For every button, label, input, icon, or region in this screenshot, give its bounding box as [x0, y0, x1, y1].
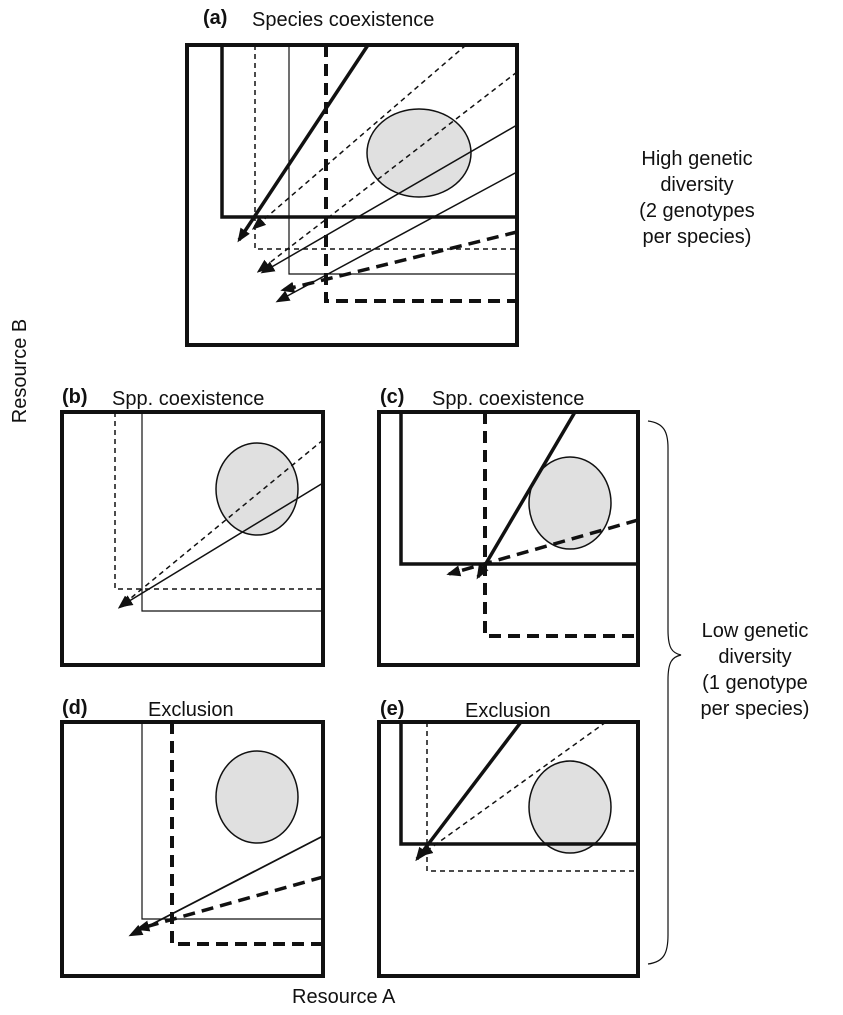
- panel-a-title: Species coexistence: [252, 9, 435, 31]
- panel-e: [377, 720, 640, 978]
- panel-b-vector-thin-solid: [118, 482, 324, 608]
- panel-b-title: Spp. coexistence: [112, 388, 265, 410]
- panel-a-zngi-thin-solid: [288, 45, 517, 275]
- panel-c: [377, 410, 640, 667]
- panel-a-vector-thin-solid-2: [275, 171, 518, 303]
- panel-e-zngi-thin-dashed: [426, 722, 638, 872]
- panel-d-supply-ellipse: [215, 750, 299, 844]
- high-diversity-label: High genetic diversity (2 genotypes per …: [622, 146, 772, 250]
- panel-a-zngi-thin-dashed: [254, 45, 517, 250]
- panel-e-tag: (e): [380, 698, 405, 720]
- x-axis-label: Resource A: [292, 986, 396, 1008]
- panel-b-vector-thin-dashed: [117, 439, 324, 609]
- panel-c-tag: (c): [380, 386, 405, 408]
- low-diversity-line-4: per species): [700, 698, 810, 720]
- panel-a-supply-ellipse: [366, 108, 472, 198]
- panel-e-title: Exclusion: [465, 700, 551, 722]
- panel-e-supply-ellipse: [528, 760, 612, 854]
- panel-d: [60, 720, 325, 978]
- panel-c-vector-thick-dashed: [446, 518, 639, 577]
- panel-a-vector-thin-dashed-2: [256, 71, 518, 273]
- low-diversity-line-2: diversity: [718, 646, 792, 668]
- panel-a-vector-thick-dashed: [280, 230, 518, 293]
- panel-e-vector-thick-solid: [415, 720, 523, 862]
- panel-d-vector-thin-solid: [128, 835, 324, 937]
- panel-a-vector-thick-solid: [237, 44, 370, 243]
- panel-a: [185, 43, 519, 347]
- panel-d-tag: (d): [62, 697, 88, 719]
- panel-b-supply-ellipse: [215, 442, 299, 536]
- panel-b-zngi-thin-dashed: [114, 412, 323, 590]
- panel-d-zngi-thin-solid: [141, 722, 323, 920]
- panel-c-zngi-thick-solid: [399, 412, 638, 566]
- panel-a-frame: [185, 43, 519, 347]
- panel-a-vector-thin-dashed-1: [251, 44, 467, 230]
- panel-c-supply-ellipse: [528, 456, 612, 550]
- panel-b-frame: [60, 410, 325, 667]
- panel-d-vector-thick-dashed: [135, 875, 324, 932]
- panel-a-zngi-thick-solid: [220, 45, 517, 219]
- panel-c-frame: [377, 410, 640, 667]
- panel-e-frame: [377, 720, 640, 978]
- high-diversity-line-3: (2 genotypes: [639, 200, 755, 222]
- panel-e-zngi-thick-solid: [399, 722, 638, 846]
- panel-b-tag: (b): [62, 386, 88, 408]
- high-diversity-line-1: High genetic: [641, 148, 753, 170]
- panel-b-zngi-thin-solid: [141, 412, 323, 612]
- panel-a-zngi-thick-dashed: [324, 45, 517, 303]
- low-diversity-line-3: (1 genotype: [702, 672, 808, 694]
- low-diversity-brace: [647, 420, 682, 965]
- panel-a-tag: (a): [203, 7, 228, 29]
- panel-c-vector-thick-solid: [476, 411, 577, 580]
- low-diversity-line-1: Low genetic: [701, 620, 809, 642]
- high-diversity-line-2: diversity: [660, 174, 734, 196]
- panel-b: [60, 410, 325, 667]
- panel-c-zngi-thick-dashed: [483, 412, 638, 638]
- panel-d-frame: [60, 720, 325, 978]
- panel-e-vector-thin-dashed: [418, 721, 607, 857]
- low-diversity-label: Low genetic diversity (1 genotype per sp…: [670, 618, 840, 722]
- high-diversity-line-4: per species): [642, 226, 752, 248]
- panel-d-title: Exclusion: [148, 699, 234, 721]
- panel-c-title: Spp. coexistence: [432, 388, 585, 410]
- panel-a-vector-thin-solid-1: [260, 124, 518, 274]
